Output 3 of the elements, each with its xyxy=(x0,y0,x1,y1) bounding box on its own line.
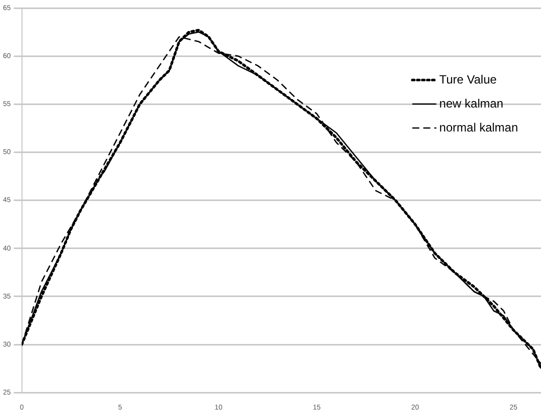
legend-label: new kalman xyxy=(439,96,504,110)
legend-label: Ture Value xyxy=(439,72,497,86)
legend-label: normal kalman xyxy=(439,120,518,134)
